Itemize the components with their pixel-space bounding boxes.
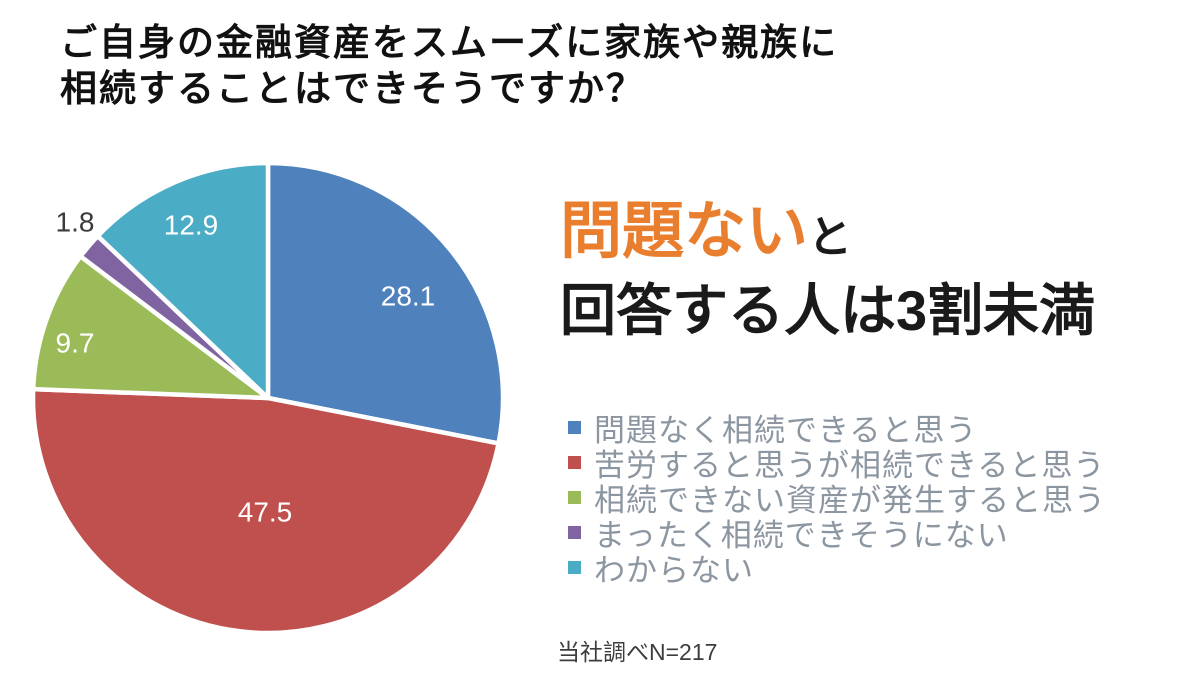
legend-item-2: 相続できない資産が発生すると思う (568, 480, 1106, 518)
pie-chart: 28.1 47.5 9.7 1.8 12.9 (18, 148, 518, 648)
headline-line-2: 回答する人は3割未満 (560, 279, 1096, 342)
headline-connector-text: と (808, 213, 853, 262)
headline-line-1: 問題ないと (560, 192, 1095, 278)
legend-label-1: 苦労すると思うが相続できると思う (594, 448, 1106, 483)
pie-chart-svg: 28.1 47.5 9.7 1.8 12.9 (30, 160, 506, 636)
chart-legend: 問題なく相続できると思う 苦労すると思うが相続できると思う 相続できない資産が発生す… (568, 410, 1106, 588)
pie-data-label-4: 12.9 (164, 210, 219, 241)
legend-swatch-3 (568, 526, 581, 539)
pie-slice-1 (30, 386, 501, 636)
legend-label-4: わからない (594, 553, 754, 588)
legend-swatch-2 (568, 491, 581, 504)
legend-item-1: 苦労すると思うが相続できると思う (568, 445, 1106, 483)
pie-data-label-0: 28.1 (381, 281, 436, 312)
legend-swatch-1 (568, 456, 581, 469)
pie-data-label-1: 47.5 (238, 497, 293, 528)
legend-item-0: 問題なく相続できると思う (568, 410, 1106, 448)
pie-data-label-3: 1.8 (56, 207, 95, 238)
legend-label-3: まったく相続できそうにない (594, 518, 1009, 553)
survey-question-title: ご自身の金融資産をスムーズに家族や親族に 相続することはできそうですか？ (60, 20, 838, 112)
title-line-1: ご自身の金融資産をスムーズに家族や親族に (60, 22, 839, 63)
legend-label-0: 問題なく相続できると思う (594, 413, 978, 448)
pie-slice-4 (95, 160, 271, 401)
legend-item-3: まったく相続できそうにない (568, 515, 1106, 553)
legend-swatch-4 (568, 561, 581, 574)
survey-footnote: 当社調べN=217 (557, 639, 718, 665)
key-finding-headline: 問題ないと 回答する人は3割未満 (560, 192, 1095, 344)
pie-slice-2 (30, 254, 271, 401)
legend-item-4: わからない (568, 550, 1106, 588)
headline-highlight-text: 問題ない (560, 197, 809, 266)
title-line-2: 相続することはできそうですか？ (60, 68, 645, 109)
legend-label-2: 相続できない資産が発生すると思う (594, 483, 1106, 518)
pie-slice-0 (265, 160, 506, 446)
pie-data-label-2: 9.7 (56, 328, 95, 359)
legend-swatch-0 (568, 421, 581, 434)
